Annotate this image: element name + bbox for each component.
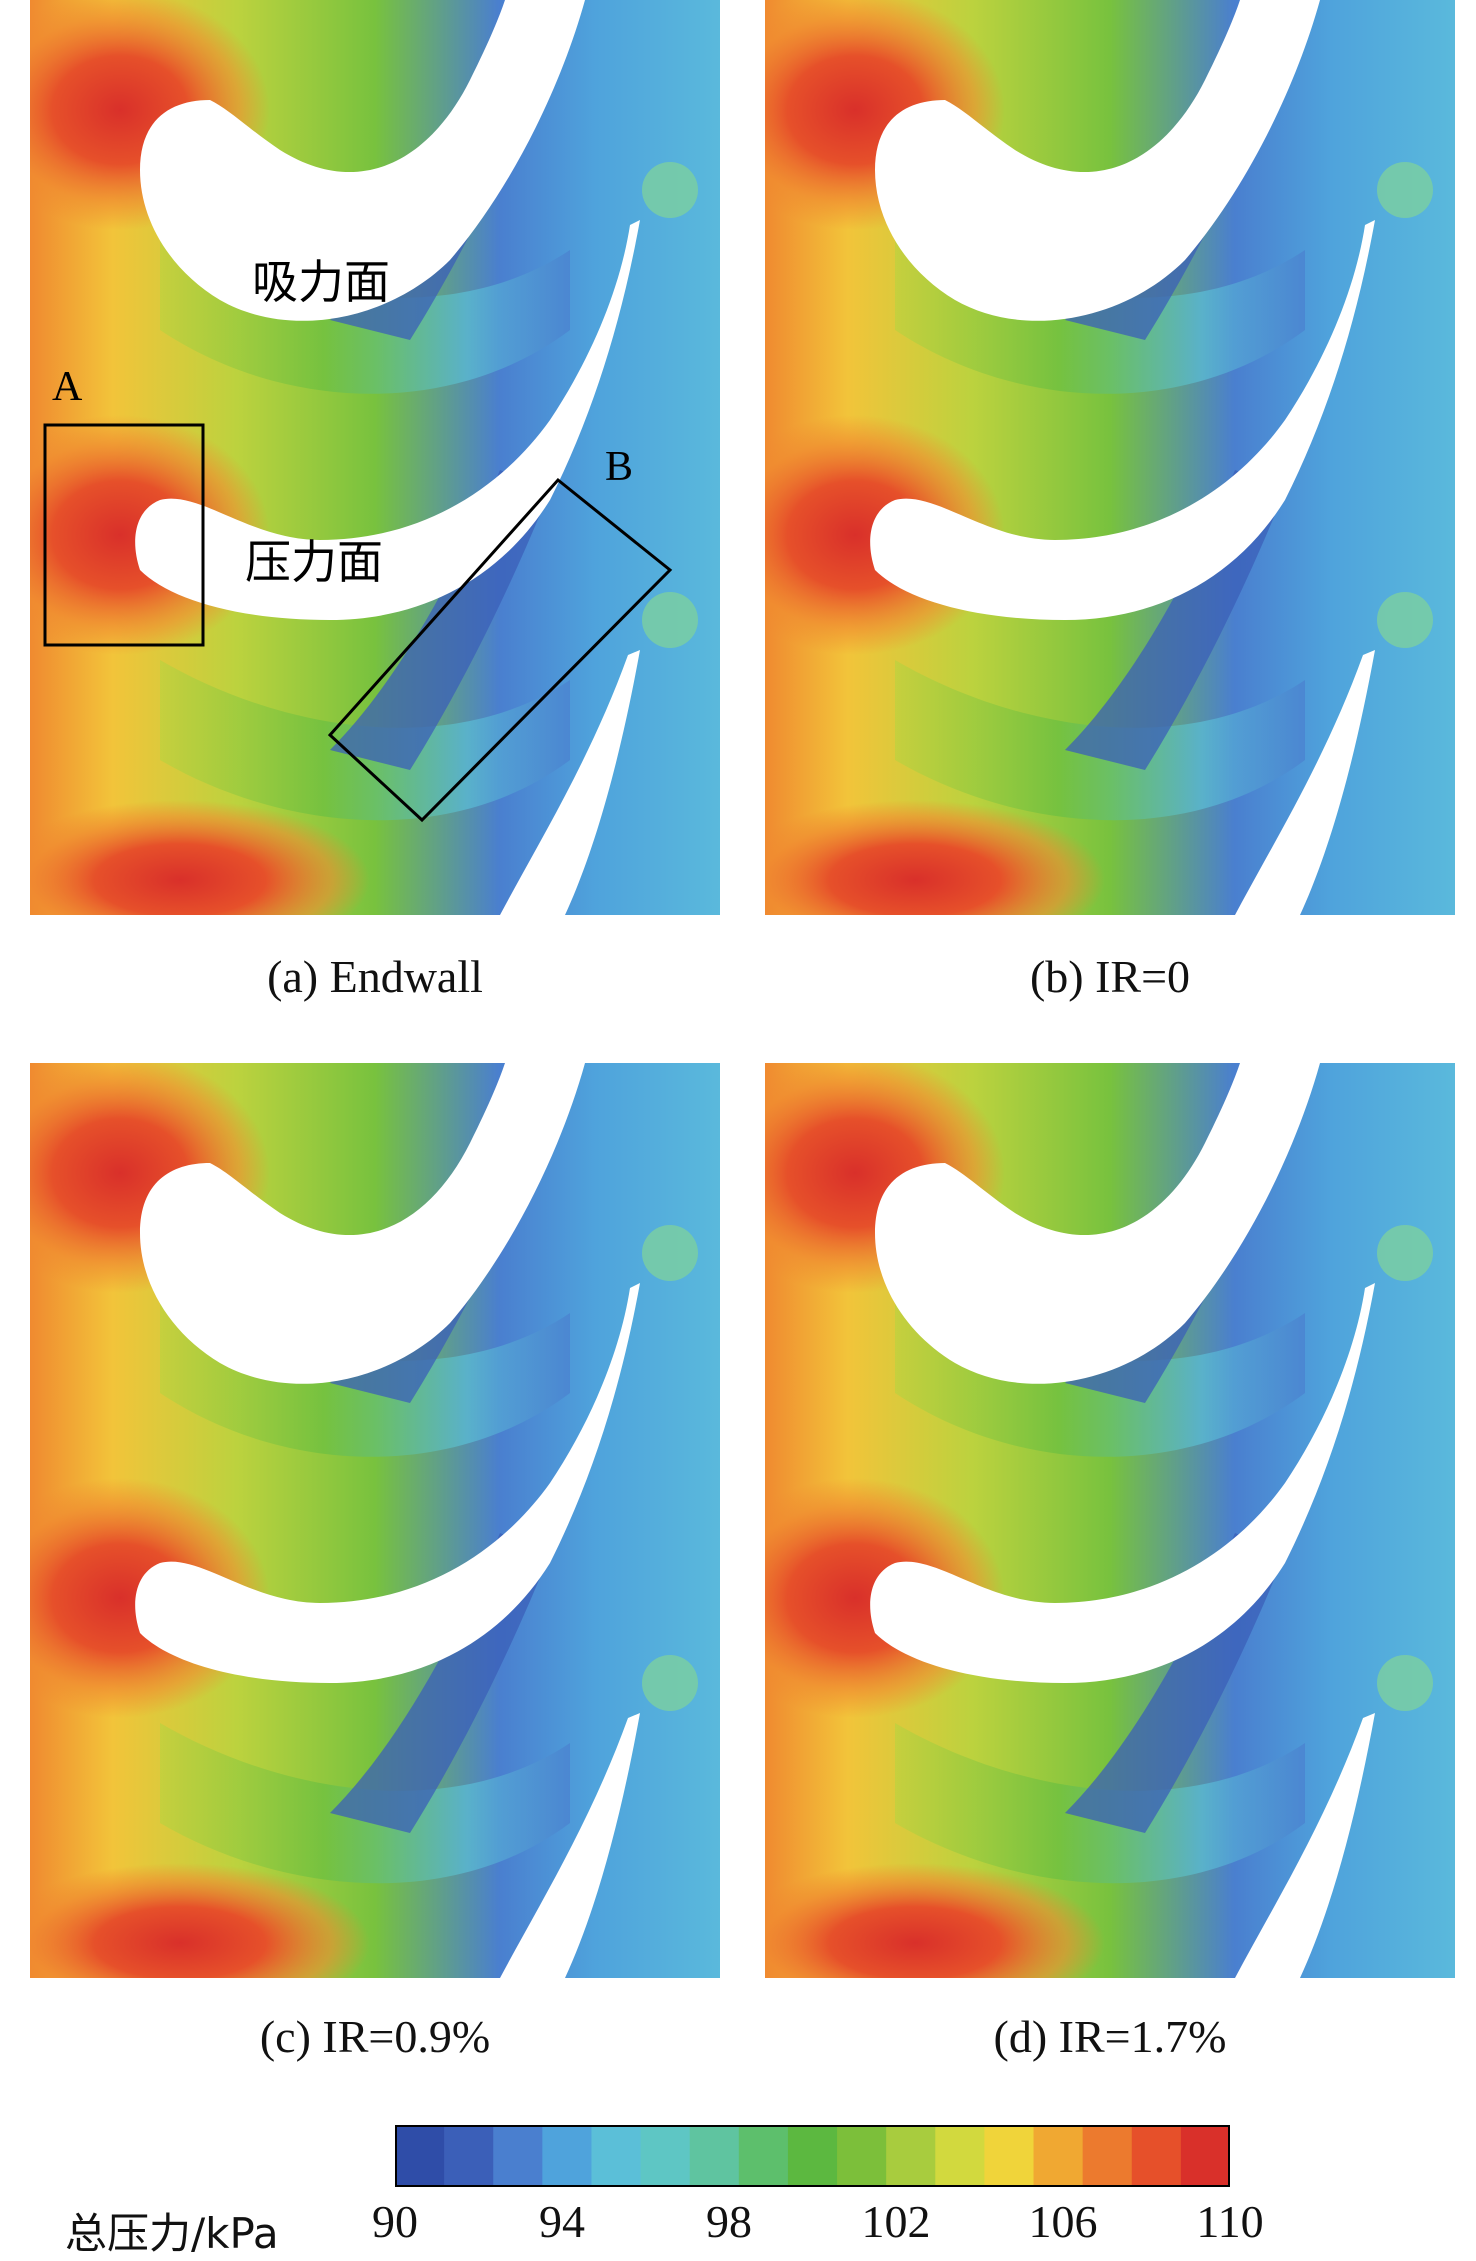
- pressure-surface-label: 压力面: [245, 535, 383, 589]
- colorbar-swatch: [787, 2125, 838, 2187]
- colorbar-swatch: [837, 2125, 887, 2187]
- suction-surface-label: 吸力面: [252, 255, 390, 309]
- pressure-contour-a: A B 吸力面 压力面: [30, 0, 720, 915]
- colorbar-swatch: [1033, 2125, 1084, 2187]
- panel-a-endwall: A B 吸力面 压力面: [30, 0, 720, 915]
- box-b: [327, 477, 673, 823]
- colorbar-tick-label: 98: [706, 2196, 752, 2247]
- box-b-label: B: [605, 444, 633, 490]
- colorbar-swatch: [542, 2125, 593, 2187]
- caption-a: (a) Endwall: [267, 951, 483, 1002]
- colorbar-tick-label: 110: [1196, 2196, 1264, 2247]
- pressure-contour-b: [765, 0, 1455, 915]
- box-a-label: A: [52, 364, 83, 410]
- colorbar-swatch: [1082, 2125, 1133, 2187]
- colorbar-swatch: [395, 2125, 445, 2187]
- caption-d: (d) IR=1.7%: [993, 2011, 1227, 2062]
- colorbar-swatch: [444, 2125, 494, 2187]
- colorbar-swatch: [689, 2125, 740, 2187]
- panel-c-ir09: [30, 1063, 720, 1978]
- panel-d-ir17: [765, 1063, 1455, 1978]
- colorbar-swatch: [886, 2125, 936, 2187]
- colorbar: [395, 2125, 1230, 2187]
- caption-b: (b) IR=0: [1029, 951, 1191, 1002]
- colorbar-tick-label: 102: [861, 2196, 931, 2247]
- colorbar-swatch: [738, 2125, 789, 2187]
- pressure-contour-d: [765, 1063, 1455, 1978]
- colorbar-label: 总压力/kPa: [65, 2209, 279, 2258]
- colorbar-tick-label: 106: [1028, 2196, 1098, 2247]
- colorbar-swatch: [1131, 2125, 1182, 2187]
- box-a: [43, 423, 205, 647]
- colorbar-swatch: [935, 2125, 986, 2187]
- colorbar-tick-label: 94: [539, 2196, 585, 2247]
- colorbar-swatch: [1180, 2125, 1230, 2187]
- colorbar-swatch: [984, 2125, 1035, 2187]
- colorbar-swatch: [640, 2125, 691, 2187]
- caption-c: (c) IR=0.9%: [259, 2011, 491, 2062]
- pressure-contour-c: [30, 1063, 720, 1978]
- colorbar-swatch: [591, 2125, 642, 2187]
- panel-b-ir0: [765, 0, 1455, 915]
- colorbar-tick-label: 90: [372, 2196, 418, 2247]
- colorbar-swatch: [493, 2125, 543, 2187]
